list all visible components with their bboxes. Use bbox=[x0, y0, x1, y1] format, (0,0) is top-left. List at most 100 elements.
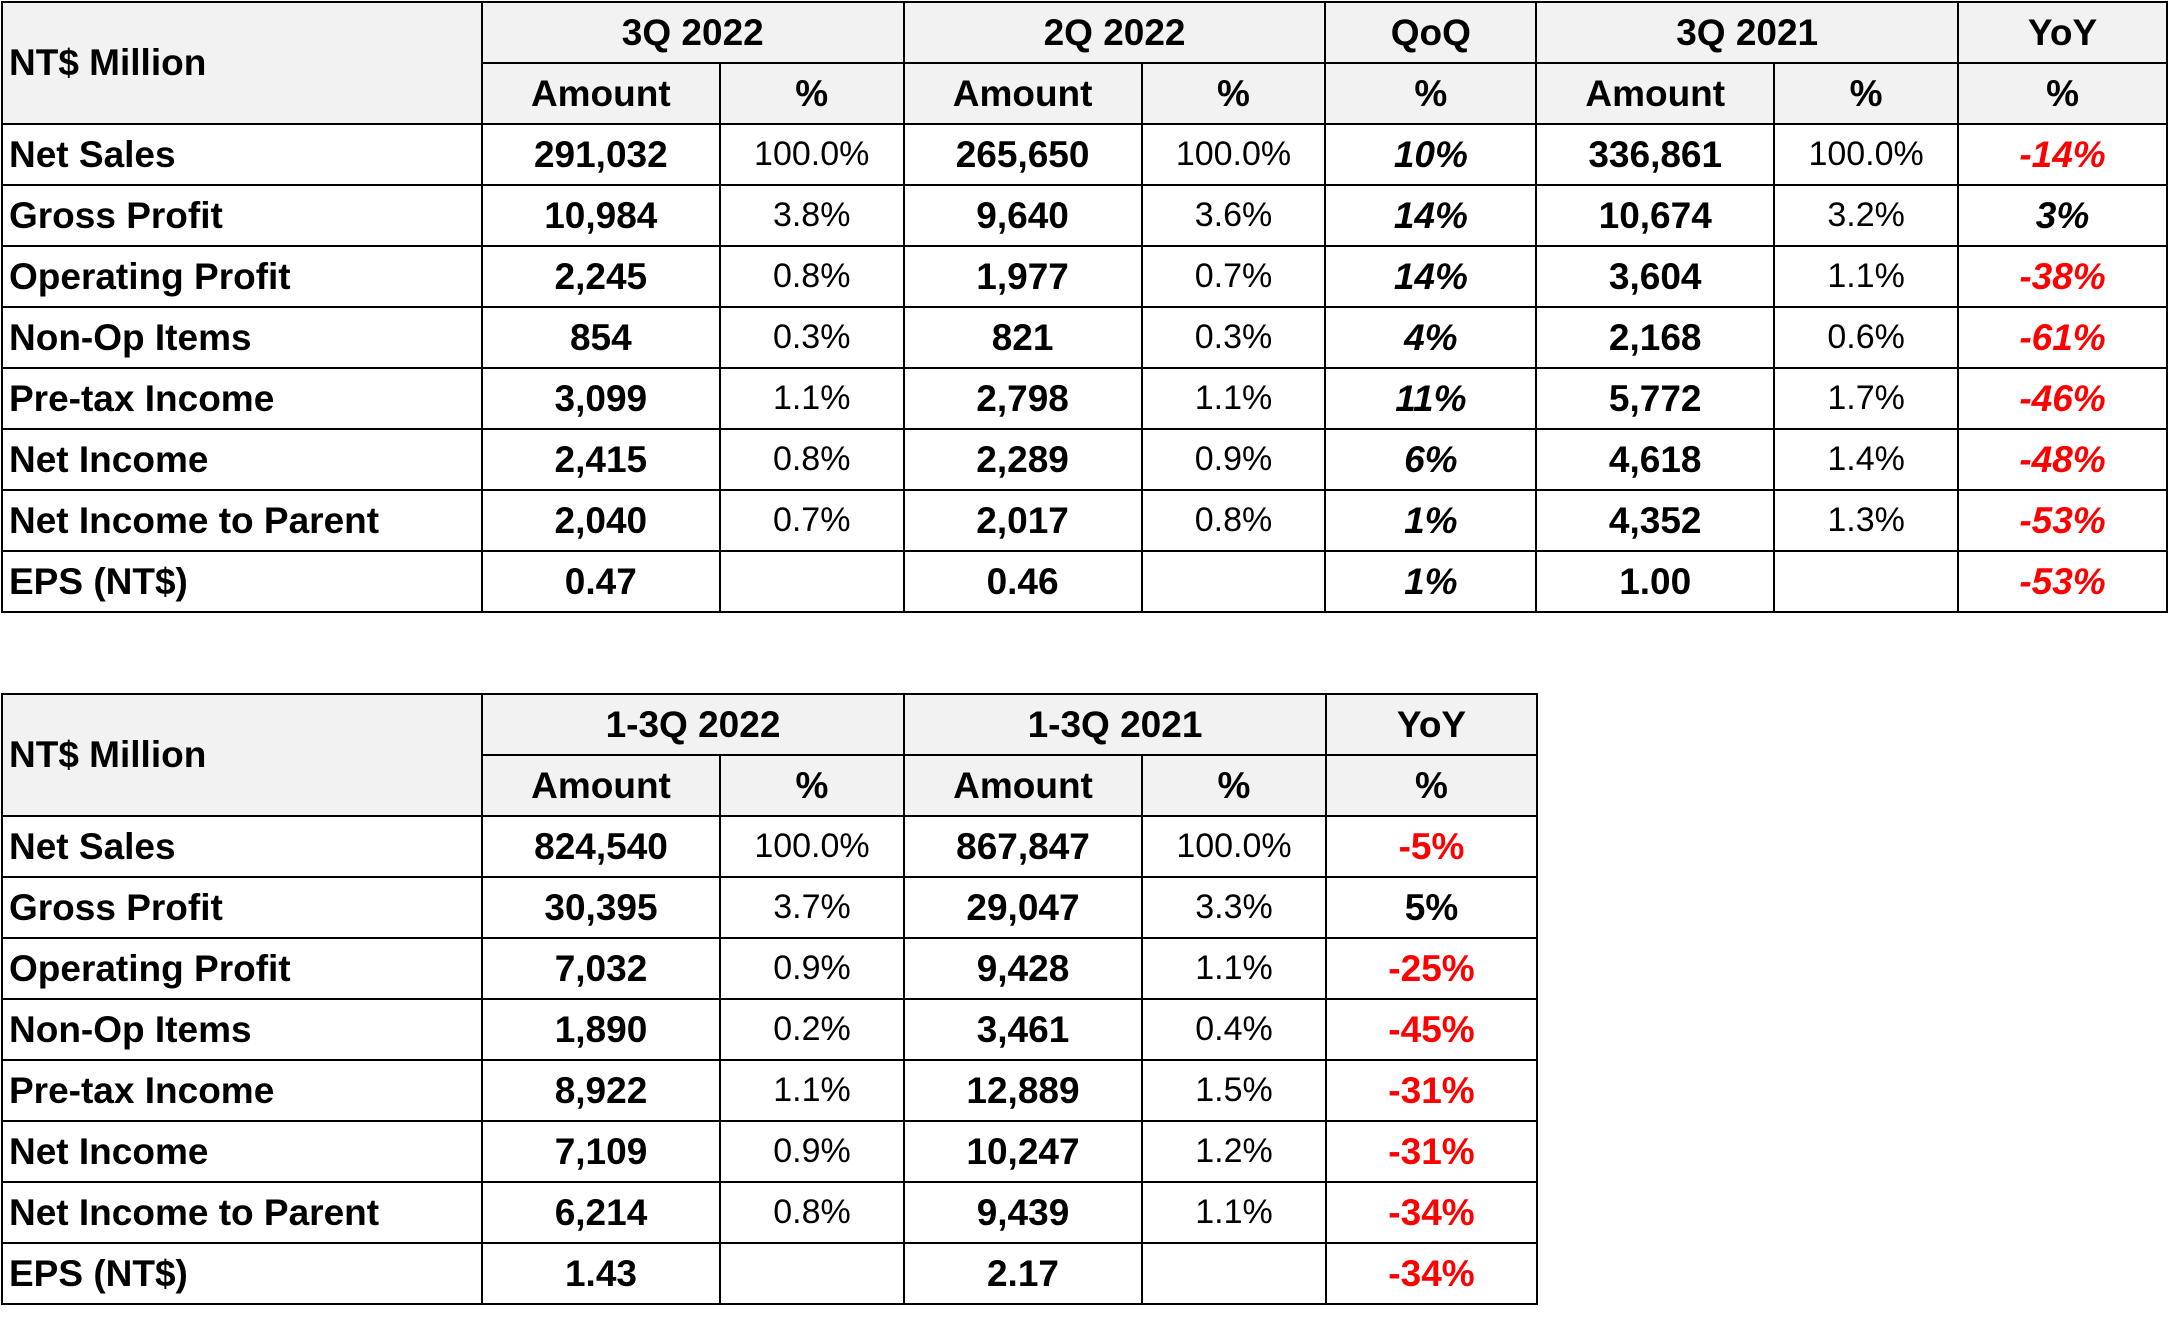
amount-cell: 1,890 bbox=[481, 998, 721, 1061]
corner-label: NT$ Million bbox=[1, 693, 483, 817]
group-header: 2Q 2022 bbox=[902, 1, 1327, 64]
percent-cell: 0.9% bbox=[1140, 428, 1327, 491]
amount-cell: 4,618 bbox=[1535, 428, 1776, 491]
percent-cell: 0.3% bbox=[718, 306, 905, 369]
header-row-subheaders: Amount % Amount % % Amount % % bbox=[2, 62, 2168, 125]
change-cell: 10% bbox=[1324, 123, 1538, 186]
change-cell: -5% bbox=[1325, 815, 1538, 878]
row-label: EPS (NT$) bbox=[1, 1242, 483, 1305]
percent-cell: 3.7% bbox=[719, 876, 905, 939]
amount-cell: 3,461 bbox=[903, 998, 1143, 1061]
group-header: YoY bbox=[1957, 1, 2168, 64]
amount-cell: 5,772 bbox=[1535, 367, 1776, 430]
percent-cell: 0.7% bbox=[1140, 245, 1327, 308]
percent-cell: 1.1% bbox=[1141, 937, 1327, 1000]
change-cell: 14% bbox=[1324, 184, 1538, 247]
amount-cell: 821 bbox=[902, 306, 1143, 369]
percent-cell: 0.8% bbox=[719, 1181, 905, 1244]
subheader: % bbox=[1140, 62, 1327, 125]
change-cell: 4% bbox=[1324, 306, 1538, 369]
table-row: EPS (NT$) 1.43 2.17 -34% bbox=[1, 1242, 1538, 1305]
change-cell: -46% bbox=[1957, 367, 2168, 430]
row-label: Operating Profit bbox=[1, 245, 483, 308]
percent-cell bbox=[1141, 1242, 1327, 1305]
ytd-results-table: NT$ Million 1-3Q 2022 1-3Q 2021 YoY Amou… bbox=[1, 693, 1538, 1305]
amount-cell: 7,032 bbox=[481, 937, 721, 1000]
subheader: % bbox=[1773, 62, 1960, 125]
row-label: Net Income to Parent bbox=[1, 1181, 483, 1244]
percent-cell: 0.4% bbox=[1141, 998, 1327, 1061]
percent-cell: 3.6% bbox=[1140, 184, 1327, 247]
change-cell: -34% bbox=[1325, 1242, 1538, 1305]
change-cell: -14% bbox=[1957, 123, 2168, 186]
amount-cell: 2,040 bbox=[480, 489, 721, 552]
subheader: Amount bbox=[480, 62, 721, 125]
amount-cell: 3,604 bbox=[1535, 245, 1776, 308]
change-cell: 5% bbox=[1325, 876, 1538, 939]
amount-cell: 2,415 bbox=[480, 428, 721, 491]
amount-cell: 29,047 bbox=[903, 876, 1143, 939]
group-header: 1-3Q 2021 bbox=[903, 693, 1327, 756]
amount-cell: 265,650 bbox=[902, 123, 1143, 186]
percent-cell bbox=[1140, 550, 1327, 613]
corner-label: NT$ Million bbox=[1, 1, 483, 125]
amount-cell: 867,847 bbox=[903, 815, 1143, 878]
change-cell: 1% bbox=[1324, 550, 1538, 613]
percent-cell bbox=[719, 1242, 905, 1305]
amount-cell: 10,674 bbox=[1535, 184, 1776, 247]
table-row: Pre-tax Income 3,099 1.1% 2,798 1.1% 11% 5,772… bbox=[1, 367, 2168, 430]
amount-cell: 2,017 bbox=[902, 489, 1143, 552]
table-row: Net Income 7,109 0.9% 10,247 1.2% -31% bbox=[1, 1120, 1538, 1183]
amount-cell: 10,247 bbox=[903, 1120, 1143, 1183]
group-header: 3Q 2021 bbox=[1535, 1, 1960, 64]
amount-cell: 1.43 bbox=[481, 1242, 721, 1305]
amount-cell: 10,984 bbox=[480, 184, 721, 247]
change-cell: 1% bbox=[1324, 489, 1538, 552]
percent-cell bbox=[718, 550, 905, 613]
amount-cell: 9,428 bbox=[903, 937, 1143, 1000]
row-label: EPS (NT$) bbox=[1, 550, 483, 613]
percent-cell: 1.1% bbox=[719, 1059, 905, 1122]
group-header: 3Q 2022 bbox=[480, 1, 905, 64]
amount-cell: 1.00 bbox=[1535, 550, 1776, 613]
amount-cell: 854 bbox=[480, 306, 721, 369]
percent-cell: 0.6% bbox=[1773, 306, 1960, 369]
percent-cell: 100.0% bbox=[1140, 123, 1327, 186]
row-label: Non-Op Items bbox=[1, 998, 483, 1061]
table-row: Operating Profit 2,245 0.8% 1,977 0.7% 14% 3,6… bbox=[1, 245, 2168, 308]
table-row: Non-Op Items 1,890 0.2% 3,461 0.4% -45% bbox=[1, 998, 1538, 1061]
amount-cell: 291,032 bbox=[480, 123, 721, 186]
percent-cell: 3.8% bbox=[718, 184, 905, 247]
table-row: Gross Profit 30,395 3.7% 29,047 3.3% 5% bbox=[1, 876, 1538, 939]
percent-cell: 100.0% bbox=[1773, 123, 1960, 186]
amount-cell: 0.46 bbox=[902, 550, 1143, 613]
row-label: Pre-tax Income bbox=[1, 367, 483, 430]
amount-cell: 6,214 bbox=[481, 1181, 721, 1244]
percent-cell: 1.1% bbox=[718, 367, 905, 430]
subheader: % bbox=[1141, 754, 1327, 817]
amount-cell: 3,099 bbox=[480, 367, 721, 430]
amount-cell: 9,439 bbox=[903, 1181, 1143, 1244]
subheader: Amount bbox=[903, 754, 1143, 817]
row-label: Non-Op Items bbox=[1, 306, 483, 369]
amount-cell: 2,168 bbox=[1535, 306, 1776, 369]
group-header: YoY bbox=[1325, 693, 1538, 756]
change-cell: -61% bbox=[1957, 306, 2168, 369]
percent-cell: 1.1% bbox=[1141, 1181, 1327, 1244]
subheader: Amount bbox=[481, 754, 721, 817]
table-row: EPS (NT$) 0.47 0.46 1% 1.00 -53% bbox=[1, 550, 2168, 613]
table-row: Net Income to Parent 6,214 0.8% 9,439 1.1% -3… bbox=[1, 1181, 1538, 1244]
row-label: Net Income bbox=[1, 1120, 483, 1183]
row-label: Net Income to Parent bbox=[1, 489, 483, 552]
change-cell: -53% bbox=[1957, 489, 2168, 552]
percent-cell: 1.5% bbox=[1141, 1059, 1327, 1122]
row-label: Net Sales bbox=[1, 123, 483, 186]
quarterly-table-body: Net Sales 291,032 100.0% 265,650 100.0% 10% 33… bbox=[1, 123, 2168, 613]
percent-cell: 0.2% bbox=[719, 998, 905, 1061]
subheader: Amount bbox=[902, 62, 1143, 125]
percent-cell: 1.7% bbox=[1773, 367, 1960, 430]
percent-cell bbox=[1773, 550, 1960, 613]
amount-cell: 30,395 bbox=[481, 876, 721, 939]
amount-cell: 9,640 bbox=[902, 184, 1143, 247]
change-cell: -48% bbox=[1957, 428, 2168, 491]
